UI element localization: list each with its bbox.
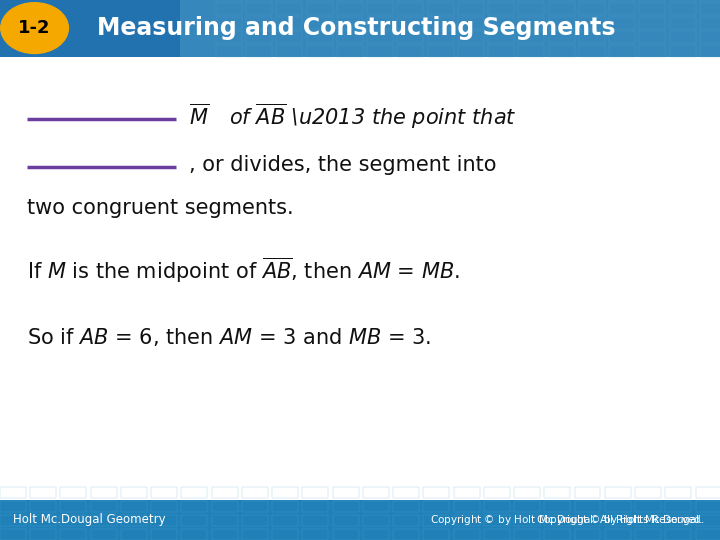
Text: $\overline{M}$: $\overline{M}$	[189, 103, 210, 129]
Text: So if $\mathit{AB}$ = 6, then $\mathit{AM}$ = 3 and $\mathit{MB}$ = 3.: So if $\mathit{AB}$ = 6, then $\mathit{A…	[27, 327, 431, 348]
Text: of $\overline{AB}$ \u2013 the point that: of $\overline{AB}$ \u2013 the point that	[229, 102, 517, 131]
Text: two congruent segments.: two congruent segments.	[27, 198, 294, 218]
Text: Measuring and Constructing Segments: Measuring and Constructing Segments	[97, 16, 616, 40]
Circle shape	[1, 3, 68, 53]
FancyBboxPatch shape	[0, 500, 720, 540]
Text: 1-2: 1-2	[18, 19, 51, 37]
Text: Copyright $\copyright$ by Holt Mc Dougal.: Copyright $\copyright$ by Holt Mc Dougal…	[536, 513, 704, 526]
Polygon shape	[180, 0, 720, 57]
Text: Holt Mc.Dougal Geometry: Holt Mc.Dougal Geometry	[13, 513, 166, 526]
FancyBboxPatch shape	[0, 0, 720, 57]
Text: , or divides, the segment into: , or divides, the segment into	[189, 154, 497, 175]
Text: Copyright $\copyright$ by Holt Mc Dougal. All Rights Reserved.: Copyright $\copyright$ by Holt Mc Dougal…	[430, 513, 704, 526]
Text: If $\mathit{M}$ is the midpoint of $\overline{AB}$, then $\mathit{AM}$ = $\mathi: If $\mathit{M}$ is the midpoint of $\ove…	[27, 255, 460, 285]
